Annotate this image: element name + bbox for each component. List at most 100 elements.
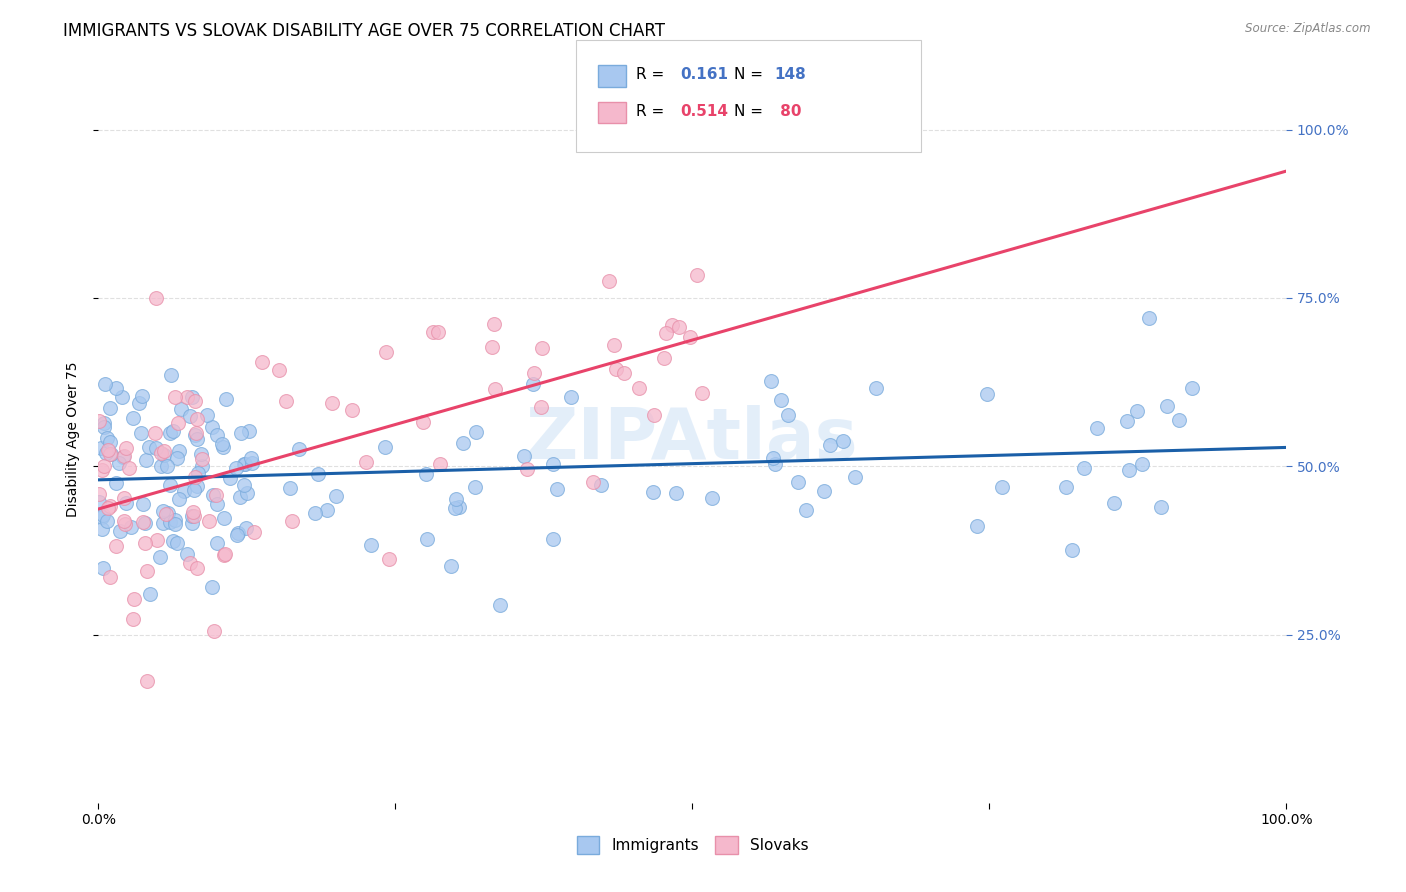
Point xyxy=(167,444,190,458)
Point xyxy=(90,509,112,524)
Point xyxy=(307,467,329,481)
Point xyxy=(243,525,266,540)
Point xyxy=(443,500,465,515)
Point xyxy=(159,515,181,529)
Point xyxy=(131,388,153,402)
Point xyxy=(155,507,177,521)
Point xyxy=(641,485,664,500)
Point xyxy=(523,366,546,380)
Point xyxy=(447,500,470,515)
Point xyxy=(422,326,444,340)
Point xyxy=(98,499,121,513)
Point xyxy=(235,521,257,535)
Text: 148: 148 xyxy=(775,68,807,82)
Point xyxy=(145,292,167,306)
Point xyxy=(89,413,111,427)
Point xyxy=(215,392,238,406)
Point xyxy=(214,511,236,525)
Point xyxy=(89,487,111,501)
Point xyxy=(191,458,214,473)
Point xyxy=(325,489,347,503)
Point xyxy=(145,441,167,455)
Text: Source: ZipAtlas.com: Source: ZipAtlas.com xyxy=(1246,22,1371,36)
Text: 80: 80 xyxy=(775,104,801,119)
Point xyxy=(149,549,172,564)
Text: R =: R = xyxy=(636,68,669,82)
Y-axis label: Disability Age Over 75: Disability Age Over 75 xyxy=(66,361,80,517)
Point xyxy=(269,363,291,377)
Point xyxy=(229,490,252,504)
Point xyxy=(160,368,183,383)
Point xyxy=(98,570,121,584)
Point xyxy=(374,440,396,454)
Point xyxy=(162,533,184,548)
Point xyxy=(1087,420,1109,434)
Point xyxy=(211,440,233,454)
Point xyxy=(813,483,835,498)
Point xyxy=(163,513,186,527)
Text: ZIPAtlas: ZIPAtlas xyxy=(526,405,859,474)
Point xyxy=(129,426,152,441)
Point xyxy=(114,516,136,531)
Point xyxy=(96,514,118,528)
Point xyxy=(93,459,115,474)
Point xyxy=(156,458,179,473)
Point xyxy=(94,446,117,460)
Text: N =: N = xyxy=(734,68,768,82)
Point xyxy=(184,428,207,442)
Point xyxy=(465,425,488,440)
Point xyxy=(157,506,180,520)
Point xyxy=(181,390,204,404)
Point xyxy=(176,547,198,561)
Point xyxy=(516,462,538,476)
Point xyxy=(440,559,463,574)
Point xyxy=(1125,404,1147,418)
Point xyxy=(759,374,782,388)
Point xyxy=(111,390,134,404)
Point xyxy=(98,447,121,461)
Point xyxy=(1137,310,1160,325)
Point xyxy=(152,516,174,530)
Point xyxy=(94,377,117,392)
Point xyxy=(844,469,866,483)
Point xyxy=(685,268,707,282)
Point xyxy=(488,598,510,612)
Point xyxy=(240,456,263,470)
Point xyxy=(214,547,236,561)
Point xyxy=(655,326,678,341)
Point xyxy=(513,449,536,463)
Point xyxy=(375,345,398,359)
Point xyxy=(481,340,503,354)
Point xyxy=(117,461,139,475)
Point xyxy=(976,386,998,401)
Point xyxy=(112,449,135,463)
Point xyxy=(591,478,613,492)
Point xyxy=(236,486,259,500)
Point xyxy=(105,381,128,395)
Point xyxy=(444,492,467,507)
Point xyxy=(1104,496,1126,510)
Text: 0.514: 0.514 xyxy=(681,104,728,119)
Point xyxy=(91,560,114,574)
Point xyxy=(108,456,131,470)
Point xyxy=(91,463,114,477)
Point xyxy=(340,403,363,417)
Point xyxy=(560,391,582,405)
Point xyxy=(202,624,225,638)
Point xyxy=(679,330,702,344)
Point xyxy=(304,506,326,520)
Point xyxy=(818,438,841,452)
Point xyxy=(166,451,188,466)
Point xyxy=(613,367,636,381)
Point xyxy=(121,411,143,425)
Point xyxy=(179,409,201,423)
Point xyxy=(122,612,145,626)
Point xyxy=(159,478,181,492)
Point xyxy=(530,400,553,414)
Point xyxy=(238,424,260,438)
Point xyxy=(201,419,224,434)
Point xyxy=(627,381,650,395)
Point xyxy=(201,488,224,502)
Point xyxy=(690,386,713,401)
Text: R =: R = xyxy=(636,104,669,119)
